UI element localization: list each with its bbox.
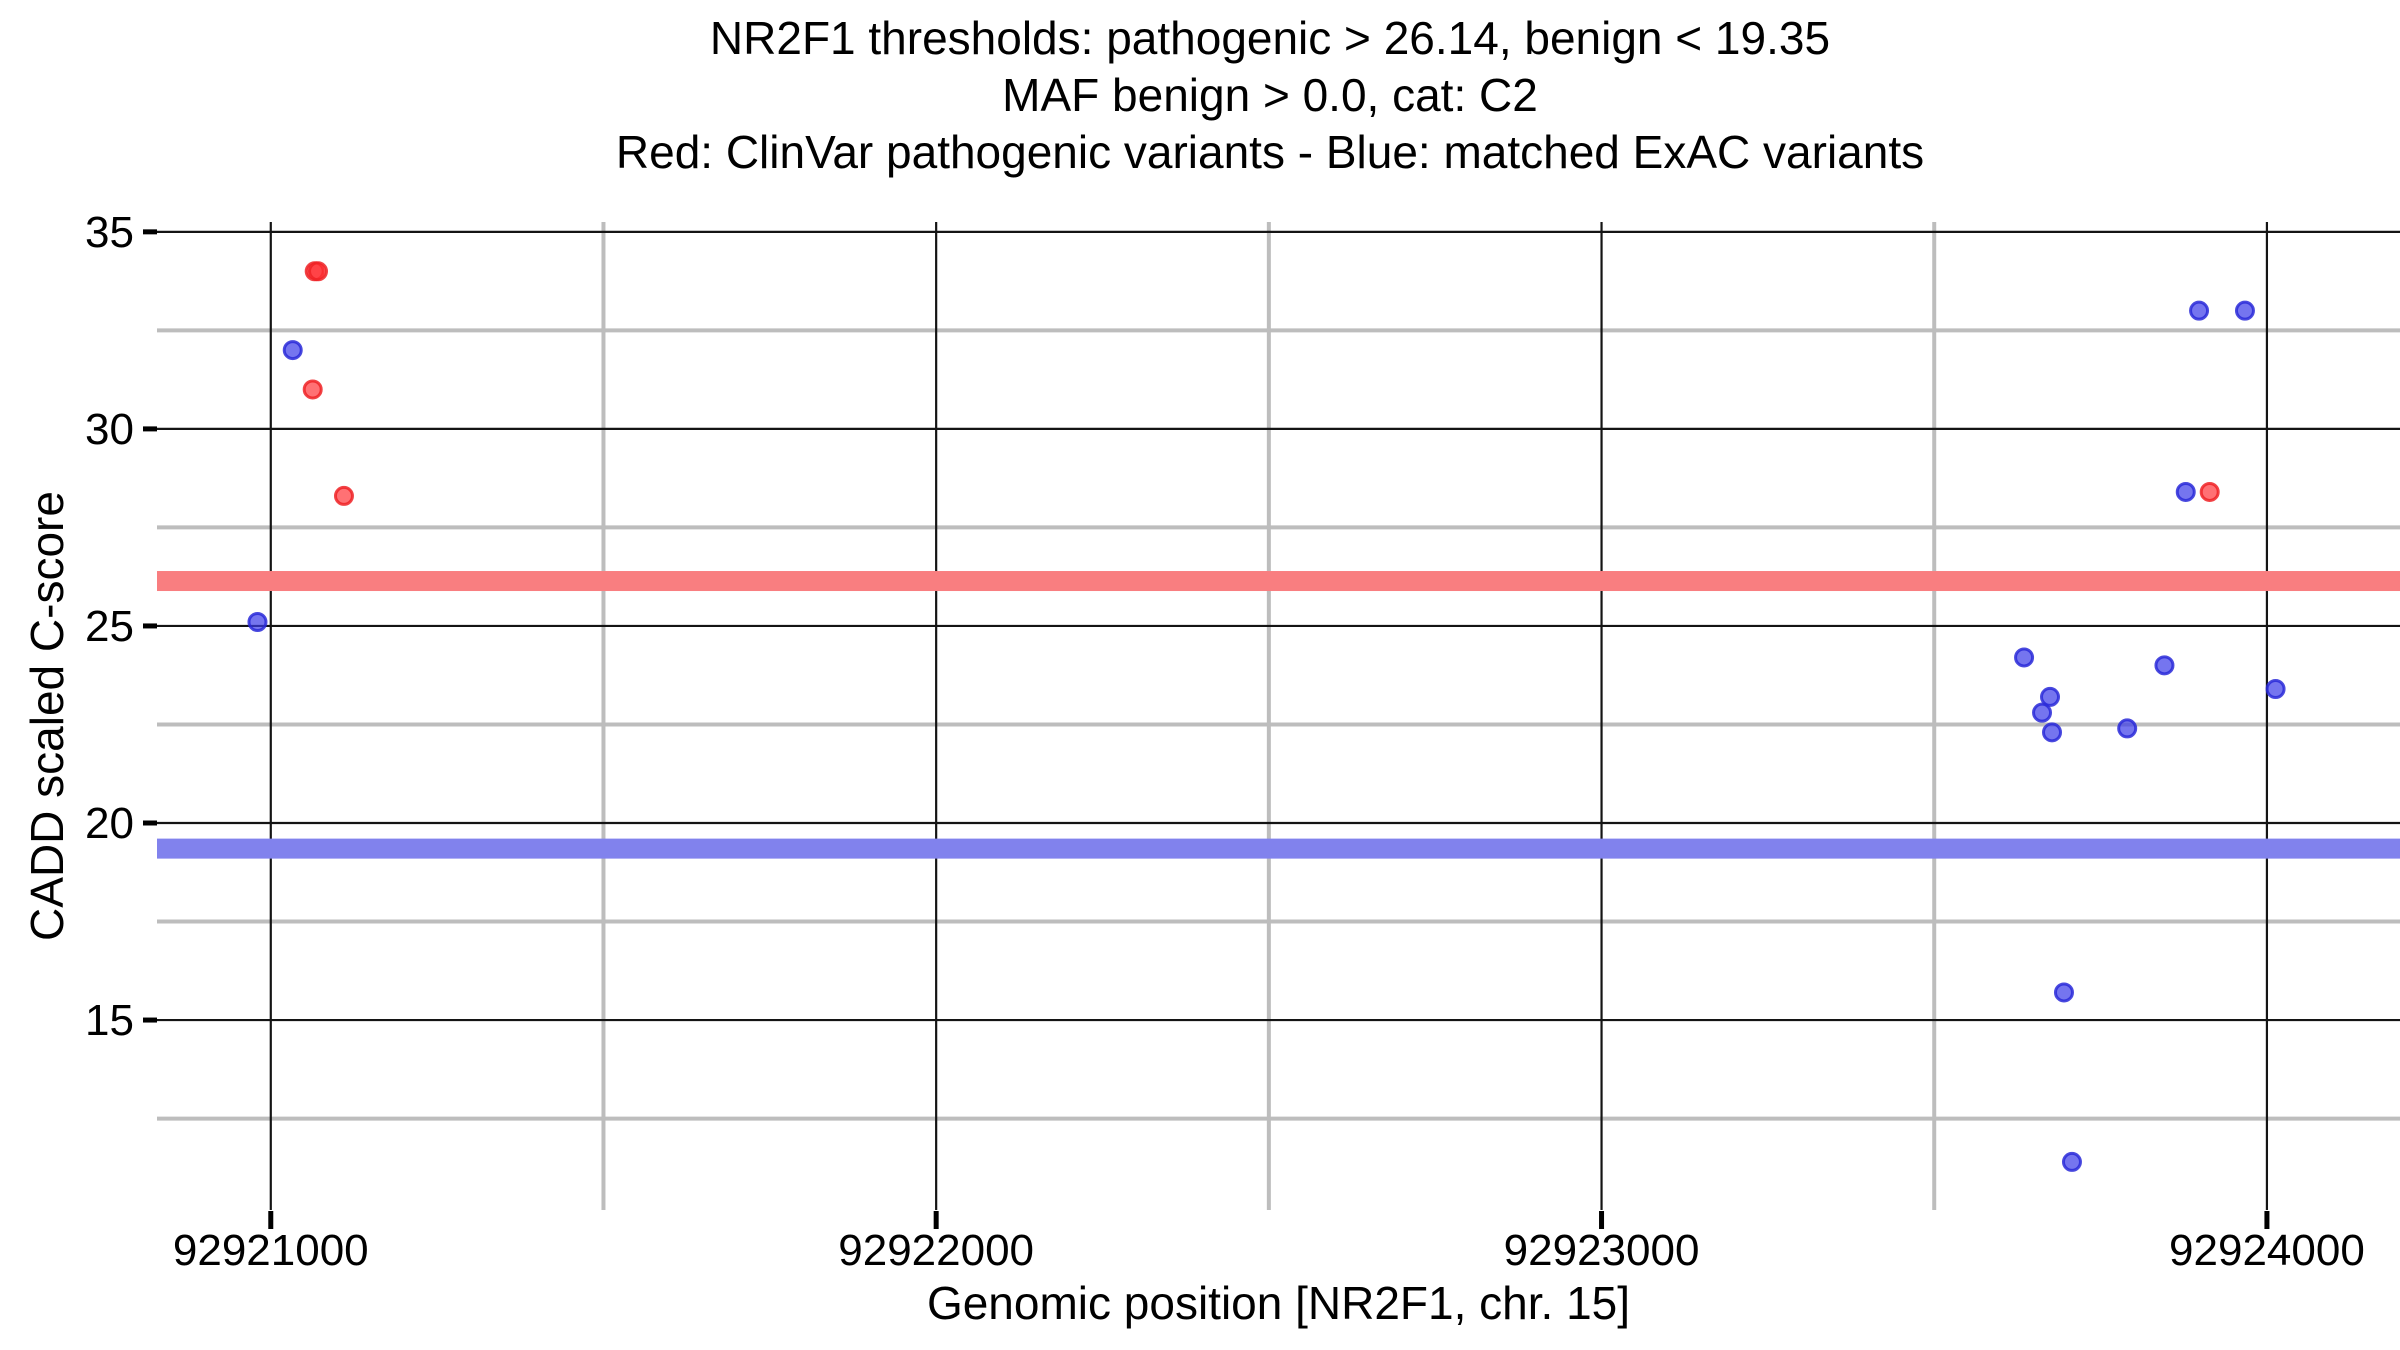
- y-tick-label: 35: [85, 208, 134, 257]
- data-point-exac: [2234, 300, 2255, 321]
- data-point-exac: [2265, 679, 2286, 700]
- data-point-clinvar-pathogenic: [308, 261, 329, 282]
- data-point-exac: [247, 612, 268, 633]
- x-tick-label: 92921000: [173, 1226, 369, 1275]
- x-tick-label: 92923000: [1504, 1226, 1700, 1275]
- plot-title: NR2F1 thresholds: pathogenic > 26.14, be…: [140, 10, 2400, 181]
- y-tick-label: 15: [85, 996, 134, 1045]
- data-point-exac: [2061, 1151, 2082, 1172]
- data-point-exac: [2042, 722, 2063, 743]
- data-point-exac: [2117, 718, 2138, 739]
- y-tick-label: 20: [85, 799, 134, 848]
- y-tick-label: 30: [85, 405, 134, 454]
- x-tick-label: 92922000: [838, 1226, 1034, 1275]
- data-point-exac: [2154, 655, 2175, 676]
- data-point-clinvar-pathogenic: [2199, 481, 2220, 502]
- data-point-exac: [282, 340, 303, 361]
- plot-title-line-2: MAF benign > 0.0, cat: C2: [1002, 69, 1538, 121]
- data-point-exac: [2175, 481, 2196, 502]
- plot-title-line-1: NR2F1 thresholds: pathogenic > 26.14, be…: [709, 12, 1831, 64]
- data-point-exac: [2014, 647, 2035, 668]
- data-point-exac: [2032, 702, 2053, 723]
- data-point-clinvar-pathogenic: [302, 379, 323, 400]
- data-point-exac: [2040, 686, 2061, 707]
- x-axis-title: Genomic position [NR2F1, chr. 15]: [926, 1277, 1631, 1329]
- plot-title-line-3: Red: ClinVar pathogenic variants - Blue:…: [615, 126, 1925, 178]
- x-tick-label: 92924000: [2169, 1226, 2365, 1275]
- benign-threshold-band: [157, 838, 2400, 859]
- y-tick-label: 25: [85, 602, 134, 651]
- pathogenic-threshold-band: [157, 571, 2400, 592]
- data-point-exac: [2053, 982, 2074, 1003]
- data-point-clinvar-pathogenic: [333, 485, 354, 506]
- data-point-exac: [2189, 300, 2210, 321]
